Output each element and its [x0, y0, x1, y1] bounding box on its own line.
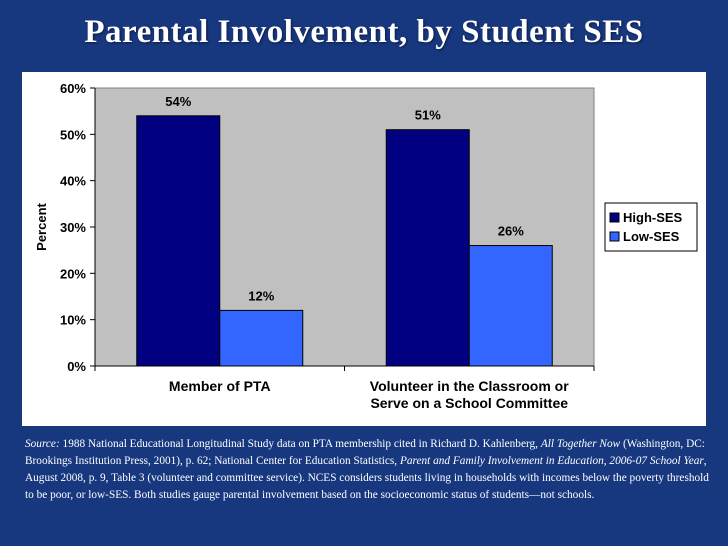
- x-category-label: Serve on a School Committee: [370, 395, 568, 411]
- bar-high-ses-2: [385, 129, 470, 367]
- x-category-label: Volunteer in the Classroom or: [370, 378, 569, 394]
- data-label: 54%: [165, 94, 191, 109]
- bar-chart: 0% 10% 20% 30% 40% 50% 60% Percent 54% 12% Member …: [34, 81, 698, 411]
- slide-title: Parental Involvement, by Student SES: [84, 14, 644, 50]
- y-tick-label: 10%: [60, 313, 86, 328]
- legend-box: [604, 202, 698, 252]
- source-note: Source: 1988 National Educational Longit…: [25, 436, 711, 504]
- bar-low-ses-2: [468, 245, 553, 367]
- data-label: 12%: [248, 288, 274, 303]
- source-title-2: Parent and Family Involvement in Educati…: [399, 455, 704, 467]
- legend-swatch-high-ses: [609, 212, 620, 223]
- x-category-label: Member of PTA: [169, 378, 271, 394]
- bar-low-ses-1: [219, 309, 304, 367]
- y-tick-label: 60%: [60, 81, 86, 96]
- y-tick-label: 0%: [67, 359, 86, 374]
- source-text-1: 1988 National Educational Longitudinal S…: [59, 438, 541, 450]
- chart-panel: 0% 10% 20% 30% 40% 50% 60% Percent 54% 12% Member …: [22, 72, 706, 426]
- source-title-1: All Together Now: [540, 438, 621, 450]
- y-tick-label: 40%: [60, 174, 86, 189]
- y-axis-label: Percent: [34, 202, 49, 250]
- legend-swatch-low-ses: [609, 231, 620, 242]
- data-label: 26%: [498, 224, 524, 239]
- y-tick-label: 20%: [60, 266, 86, 281]
- source-label: Source:: [25, 438, 60, 450]
- y-tick-label: 50%: [60, 127, 86, 142]
- source-text-3: , August 2008, p. 9, Table 3 (volunteer …: [25, 455, 709, 501]
- source-text-2: (Washington, DC: Brookings Institution P…: [25, 438, 705, 467]
- data-label: 51%: [415, 108, 441, 123]
- bar-high-ses-1: [136, 115, 221, 367]
- legend-label-high-ses: High-SES: [623, 210, 683, 225]
- legend-label-low-ses: Low-SES: [623, 229, 680, 244]
- y-tick-label: 30%: [60, 220, 86, 235]
